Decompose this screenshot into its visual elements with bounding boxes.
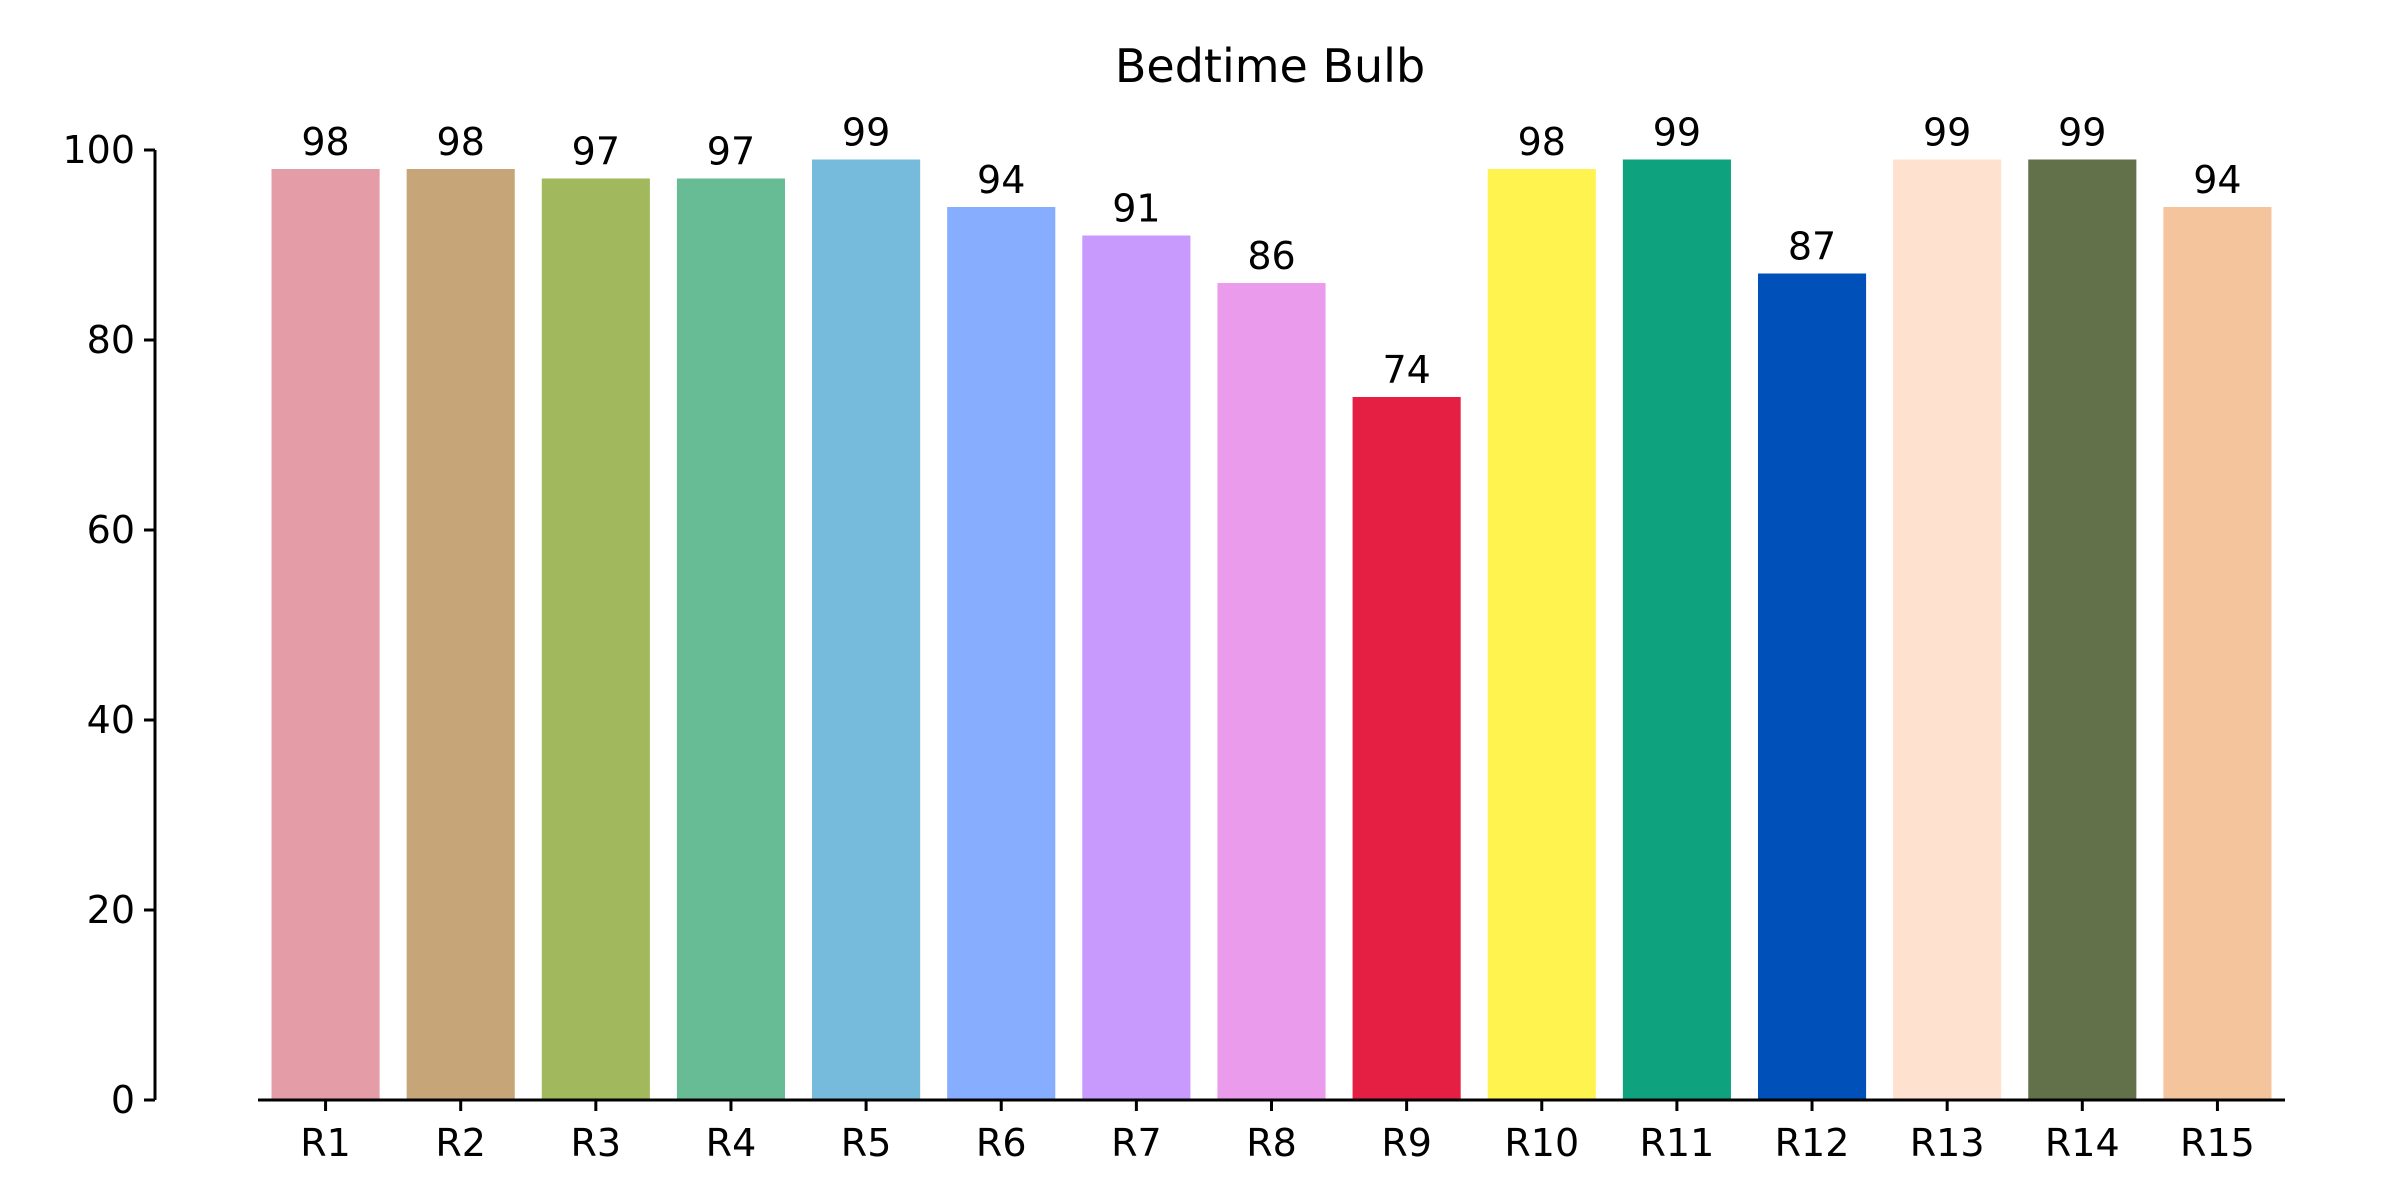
bar-r1	[271, 169, 380, 1100]
bar-r2	[406, 169, 515, 1100]
x-tick-label: R7	[1111, 1121, 1162, 1165]
x-tick-label: R6	[976, 1121, 1027, 1165]
y-tick-label: 0	[111, 1078, 135, 1122]
chart-title: Bedtime Bulb	[1115, 39, 1425, 93]
data-label-r7: 91	[1112, 187, 1160, 231]
x-tick-label: R12	[1775, 1121, 1850, 1165]
x-tick-label: R10	[1504, 1121, 1579, 1165]
bar-r13	[1893, 159, 2002, 1100]
data-label-r13: 99	[1923, 111, 1971, 155]
bar-r5	[812, 159, 921, 1100]
bar-r12	[1757, 273, 1867, 1100]
x-axis: R1 R2 R3 R4 R5 R6 R7 R8 R9 R10 R11 R12 R13 R14 R15	[258, 1098, 2285, 1165]
bars	[271, 159, 2272, 1100]
data-label-r5: 99	[842, 111, 890, 155]
data-label-r12: 87	[1788, 225, 1836, 269]
data-labels: 98 98 97 97 99 94 91 86 74 98 99 87 99 99 94	[301, 111, 2241, 393]
x-tick-label: R8	[1246, 1121, 1297, 1165]
bar-r9	[1352, 397, 1461, 1100]
bar-r3	[541, 178, 650, 1100]
x-tick-label: R4	[706, 1121, 757, 1165]
y-tick-label: 80	[87, 318, 135, 362]
bar-r15	[2163, 207, 2272, 1100]
x-tick-label: R5	[841, 1121, 892, 1165]
x-tick-label: R3	[571, 1121, 622, 1165]
data-label-r3: 97	[572, 130, 620, 174]
data-label-r14: 99	[2058, 111, 2106, 155]
data-label-r1: 98	[301, 120, 349, 164]
bar-r4	[676, 178, 786, 1100]
y-axis: 0 20 40 60 80 100	[62, 128, 157, 1122]
data-label-r15: 94	[2193, 158, 2241, 202]
bar-r11	[1622, 159, 1731, 1100]
data-label-r10: 98	[1518, 120, 1566, 164]
y-tick-label: 20	[87, 888, 135, 932]
x-tick-label: R15	[2180, 1121, 2255, 1165]
bar-r7	[1082, 235, 1191, 1100]
bar-r14	[2028, 159, 2137, 1100]
bar-r8	[1217, 283, 1326, 1100]
x-tick-label: R9	[1381, 1121, 1432, 1165]
x-tick-label: R2	[435, 1121, 486, 1165]
data-label-r6: 94	[977, 158, 1025, 202]
y-tick-label: 40	[87, 698, 135, 742]
x-tick-label: R11	[1640, 1121, 1715, 1165]
bar-r10	[1487, 169, 1596, 1100]
data-label-r11: 99	[1653, 111, 1701, 155]
bar-r6	[947, 207, 1056, 1100]
data-label-r9: 74	[1382, 348, 1430, 392]
data-label-r8: 86	[1247, 234, 1295, 278]
y-tick-label: 100	[62, 128, 135, 172]
x-tick-label: R13	[1910, 1121, 1985, 1165]
data-label-r4: 97	[707, 130, 755, 174]
x-tick-label: R1	[300, 1121, 351, 1165]
y-tick-label: 60	[87, 508, 135, 552]
x-tick-label: R14	[2045, 1121, 2120, 1165]
data-label-r2: 98	[437, 120, 485, 164]
